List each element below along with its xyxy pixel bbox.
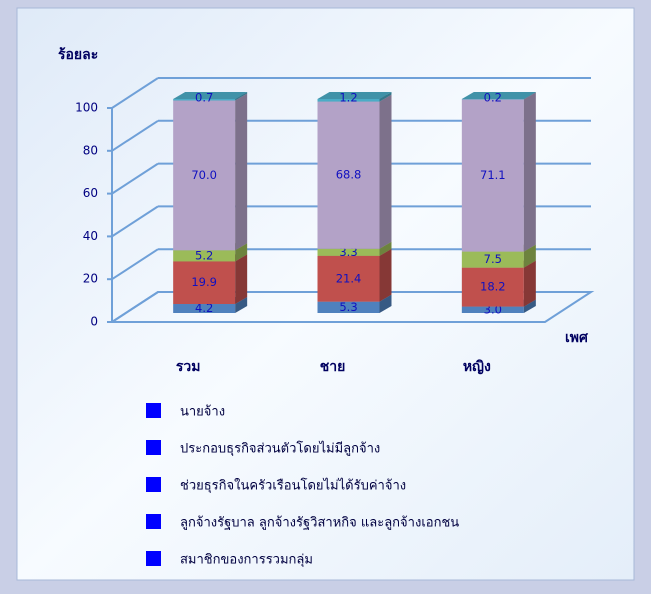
bar-front	[173, 250, 236, 262]
x-tick-label: หญิง	[463, 359, 491, 375]
bar-side	[235, 243, 248, 262]
bar-segment	[317, 94, 392, 249]
bar-side	[523, 92, 536, 252]
data-label: 70.0	[191, 168, 217, 182]
bar-segment	[317, 92, 392, 102]
y-tick-label: 20	[83, 272, 98, 286]
bar-front	[173, 304, 236, 313]
y-tick-label: 40	[83, 229, 98, 243]
grid-line	[111, 291, 159, 323]
y-tick-label: 100	[75, 101, 98, 115]
bar-front	[173, 261, 236, 305]
data-label: 5.2	[195, 248, 213, 262]
bar-front	[317, 101, 380, 249]
bar-segment	[461, 92, 536, 100]
bar-segment	[173, 92, 248, 101]
bar-front	[317, 248, 380, 256]
data-label: 1.2	[339, 91, 357, 105]
y-tick-label: 0	[90, 315, 98, 329]
bar-side	[379, 94, 392, 249]
grid-line	[111, 205, 159, 238]
legend-label: ช่วยธุรกิจในครัวเรือนโดยไม่ได้รับค่าจ้าง	[180, 478, 406, 494]
legend-label: สมาชิกของการรวมกลุ่ม	[180, 553, 313, 568]
legend-marker	[146, 514, 161, 529]
bar-side	[379, 241, 392, 256]
legend-marker	[146, 440, 161, 455]
bar-front	[461, 267, 524, 307]
grid-line	[111, 119, 159, 152]
data-label: 0.7	[195, 91, 213, 105]
bar-front	[173, 100, 236, 251]
bar-side	[523, 299, 536, 313]
bar-side	[235, 254, 248, 305]
y-tick-label: 60	[83, 186, 98, 200]
data-label: 68.8	[336, 168, 362, 182]
bar-side	[523, 92, 536, 100]
bar-top	[461, 92, 536, 99]
bar-side	[379, 294, 392, 313]
bar-side	[235, 93, 248, 251]
y-tick-label: 80	[83, 143, 98, 157]
data-label: 5.3	[339, 300, 357, 314]
bar-segment	[173, 254, 248, 305]
bar-side	[235, 92, 248, 101]
bar-top	[317, 92, 392, 99]
x-tick-label: ชาย	[320, 359, 346, 375]
bar-segment	[173, 93, 248, 251]
data-label: 0.2	[484, 91, 502, 105]
bar-front	[461, 99, 524, 252]
y-axis-label: ร้อยละ	[58, 47, 98, 63]
x-tick-label: รวม	[176, 359, 201, 375]
data-label: 4.2	[195, 301, 213, 315]
grid-line	[111, 162, 159, 195]
grid-line	[111, 248, 159, 281]
bar-side	[379, 92, 392, 102]
legend-label: นายจ้าง	[180, 405, 225, 420]
legend-label: ประกอบธุรกิจส่วนตัวโดยไม่มีลูกจ้าง	[180, 441, 380, 457]
data-label: 7.5	[484, 252, 502, 266]
bar-front	[317, 99, 380, 102]
data-label: 21.4	[336, 271, 362, 285]
bar-side	[235, 297, 248, 313]
bar-side	[379, 248, 392, 302]
bar-front	[461, 251, 524, 268]
data-label: 71.1	[480, 168, 506, 182]
bar-front	[317, 255, 380, 302]
legend-label: ลูกจ้างรัฐบาล ลูกจ้างรัฐวิสาหกิจ และลูกจ…	[180, 516, 459, 531]
grid-line	[111, 77, 159, 109]
x-axis-label: เพศ	[565, 330, 589, 346]
bar-side	[523, 244, 536, 268]
bar-side	[523, 260, 536, 307]
data-label: 18.2	[480, 280, 506, 294]
bar-front	[173, 99, 236, 101]
legend-marker	[146, 477, 161, 492]
legend-marker	[146, 551, 161, 566]
bar-front	[317, 301, 380, 313]
bar-top	[173, 92, 248, 99]
data-label: 19.9	[191, 275, 217, 289]
legend-marker	[146, 403, 161, 418]
bar-front	[461, 306, 524, 313]
